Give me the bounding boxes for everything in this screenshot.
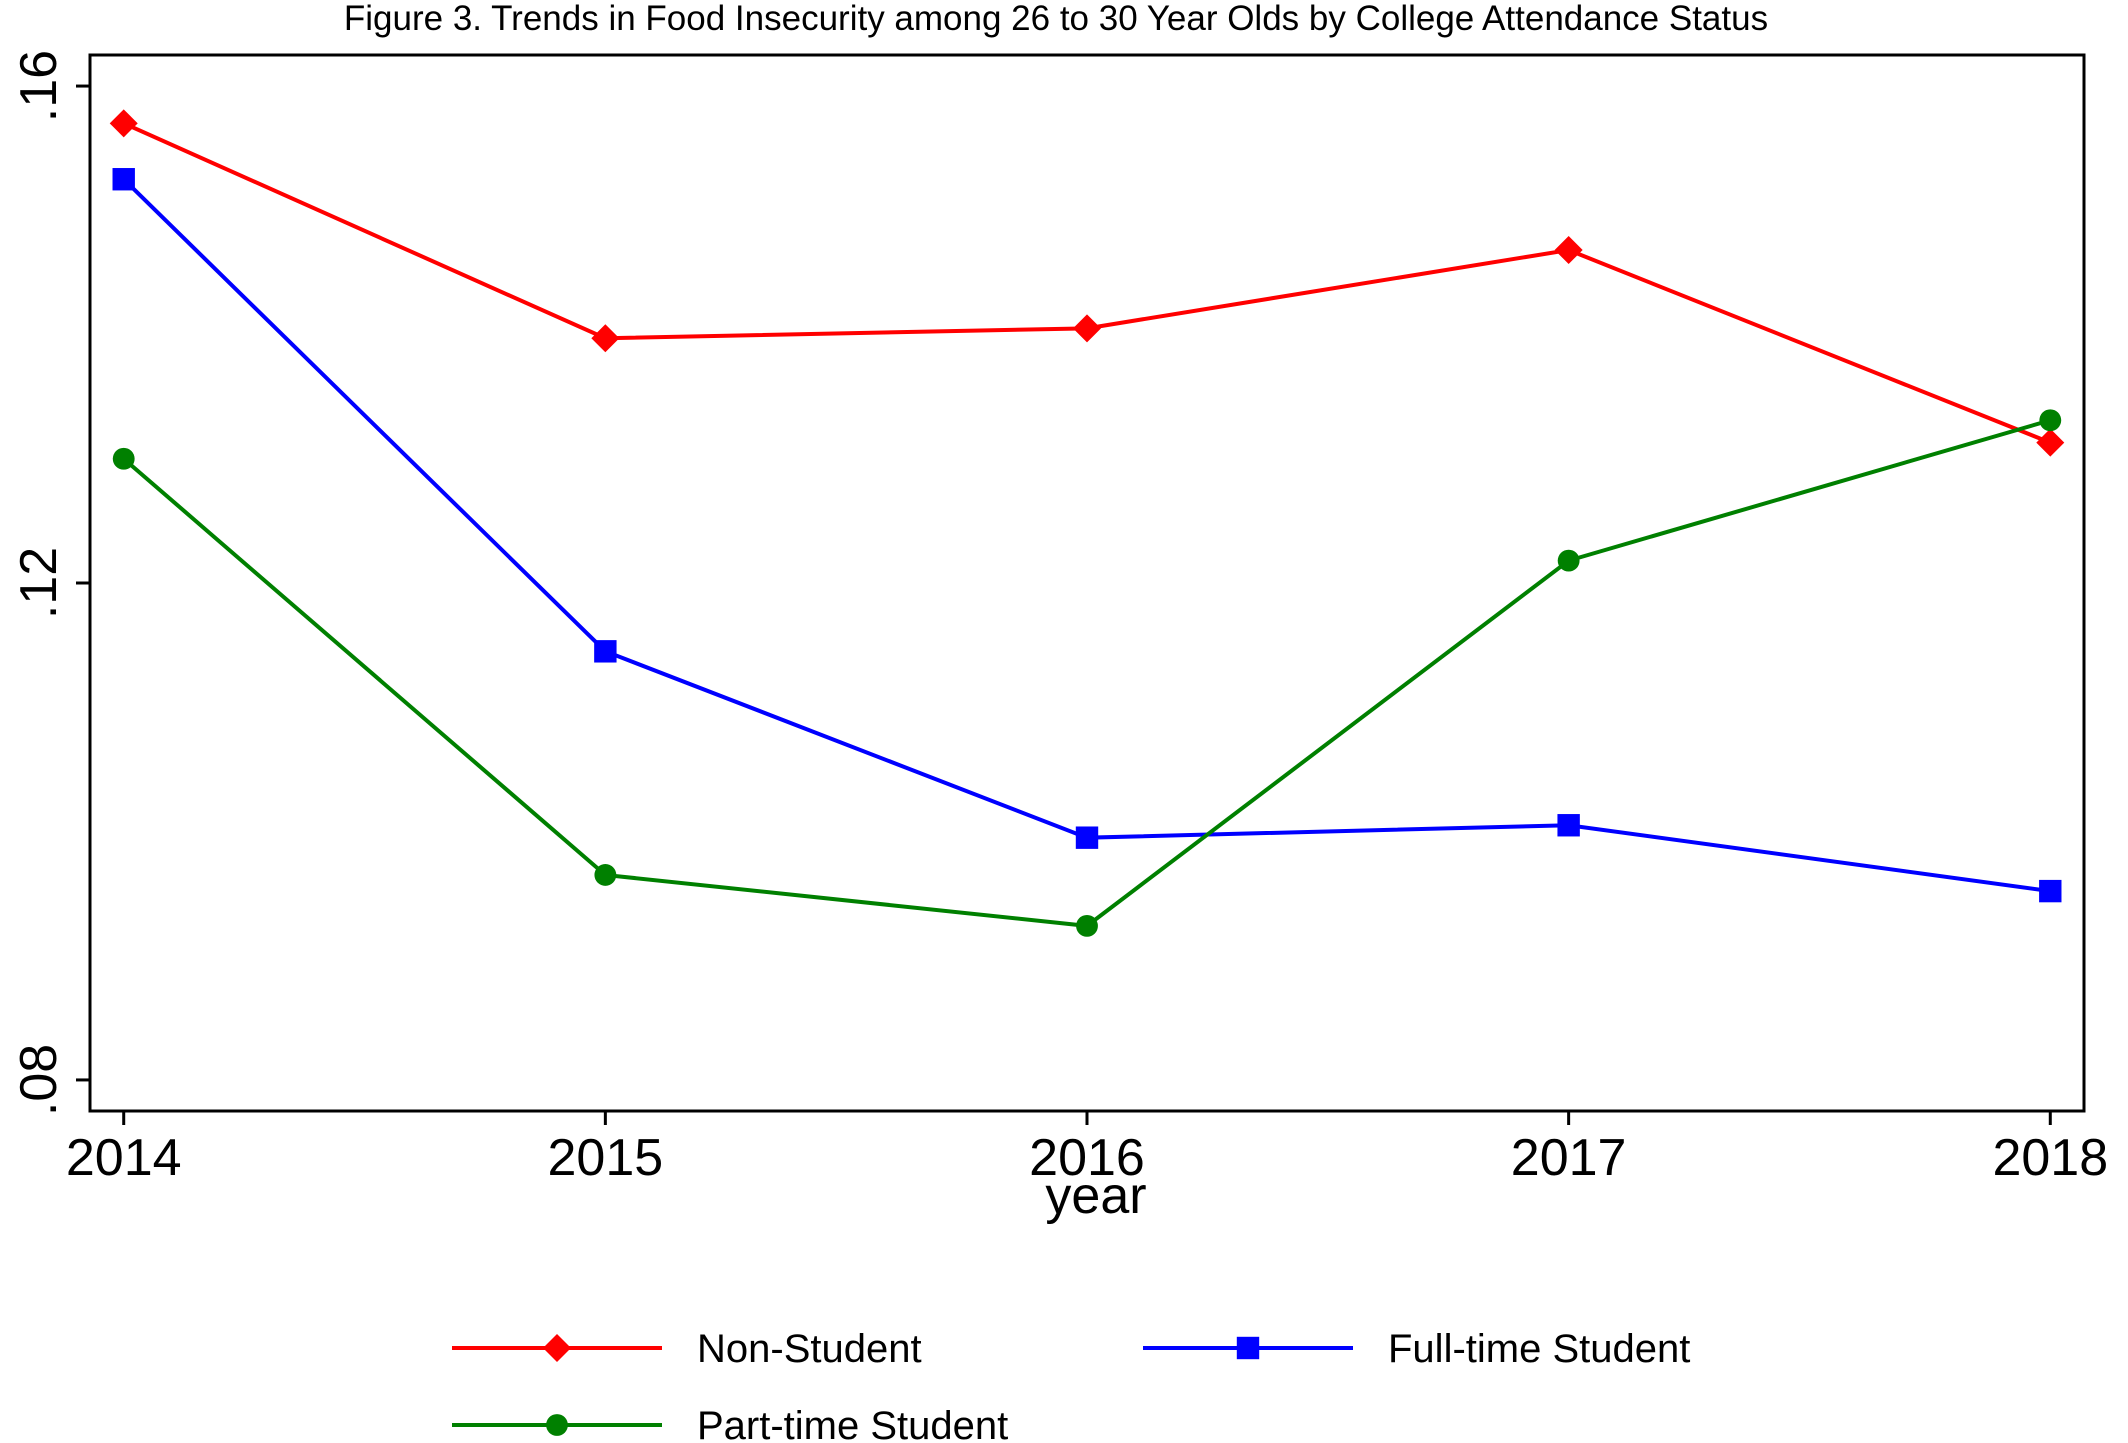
series-part-time-student: [112, 409, 2062, 937]
x-tick-label: 2018: [1992, 1129, 2108, 1187]
data-point-full-time-student: [594, 640, 617, 663]
data-point-non-student: [2036, 428, 2065, 457]
data-point-full-time-student: [1557, 814, 1580, 837]
x-tick-label: 2015: [548, 1129, 664, 1187]
data-point-part-time-student: [112, 447, 135, 470]
plot-frame: [88, 53, 2086, 1113]
x-tick-label: 2016: [1029, 1129, 1145, 1187]
x-tick-label: 2017: [1511, 1129, 1627, 1187]
legend-label: Non-Student: [697, 1327, 922, 1371]
legend-item-part-time-student: Part-time Student: [452, 1404, 1008, 1443]
data-point-full-time-student: [2039, 879, 2062, 903]
legend-label: Part-time Student: [697, 1404, 1008, 1443]
legend-item-non-student: Non-Student: [452, 1327, 922, 1371]
x-tick-label: 2014: [66, 1129, 182, 1187]
data-point-part-time-student: [594, 864, 617, 886]
legend: Non-Student Full-time Student Part-time St…: [452, 1327, 1690, 1443]
series-line-full-time-student: [122, 177, 2051, 894]
y-axis: .08 .12 .16: [10, 50, 90, 1116]
data-point-full-time-student: [112, 168, 135, 191]
y-tick-label: .12: [10, 547, 68, 619]
data-point-part-time-student: [2039, 409, 2062, 432]
legend-item-full-time-student: Full-time Student: [1143, 1327, 1690, 1371]
data-point-full-time-student: [1075, 826, 1099, 849]
y-tick-label: .08: [10, 1044, 68, 1116]
data-point-non-student: [591, 324, 620, 353]
data-point-part-time-student: [1557, 549, 1580, 572]
legend-label: Full-time Student: [1388, 1327, 1690, 1371]
series-non-student: [109, 109, 2065, 457]
series-full-time-student: [112, 168, 2062, 903]
data-point-non-student: [1073, 314, 1101, 343]
legend-marker: [1236, 1336, 1260, 1360]
x-axis-label: year: [1045, 1167, 1146, 1225]
legend-marker: [543, 1334, 571, 1362]
series-layer: [109, 109, 2065, 937]
data-point-part-time-student: [1076, 914, 1098, 937]
chart-title: Figure 3. Trends in Food Insecurity amon…: [344, 0, 1768, 38]
legend-marker: [546, 1414, 568, 1436]
x-axis: 2014 2015 2016 2017 2018: [66, 1111, 2108, 1187]
series-line-non-student: [122, 121, 2052, 445]
y-tick-label: .16: [10, 50, 68, 122]
data-point-non-student: [1554, 236, 1583, 265]
data-point-non-student: [109, 109, 138, 138]
